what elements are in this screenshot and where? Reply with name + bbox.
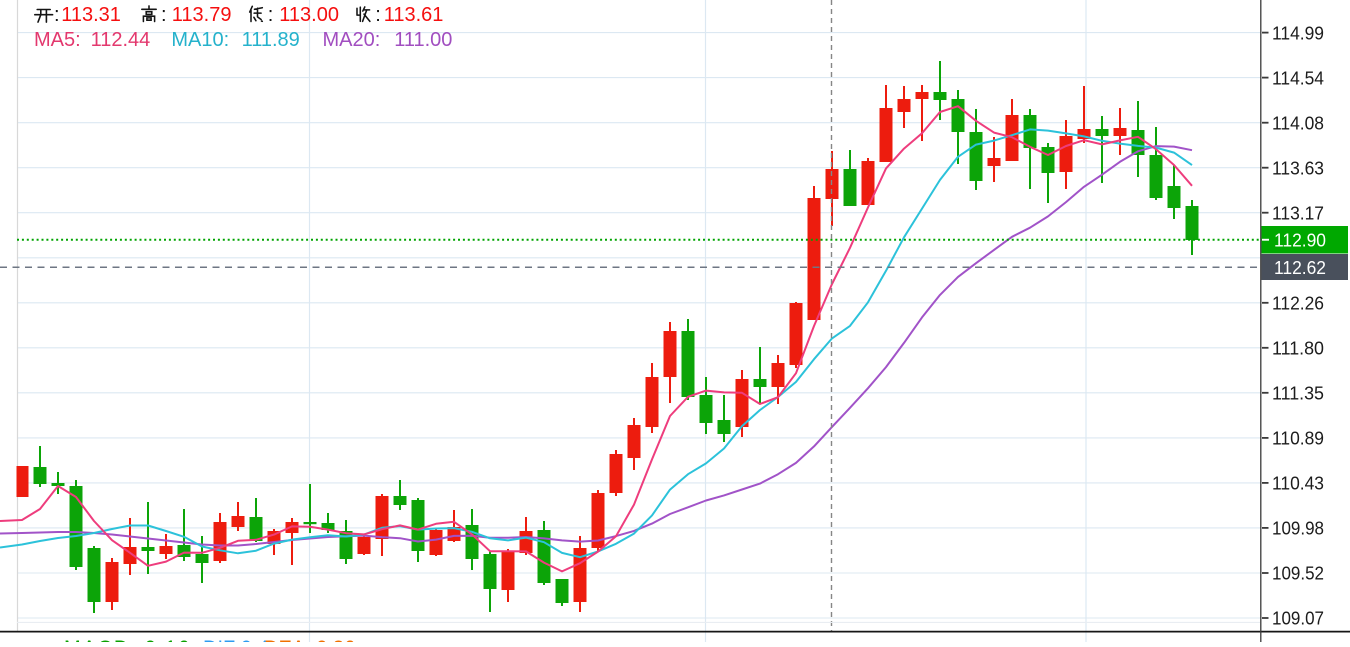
svg-text:111.35: 111.35 <box>1272 383 1324 404</box>
svg-text:112.26: 112.26 <box>1272 293 1324 314</box>
svg-text:109.98: 109.98 <box>1272 518 1324 539</box>
svg-text:114.54: 114.54 <box>1272 67 1324 88</box>
svg-text:DEA: 0.36: DEA: 0.36 <box>264 637 355 642</box>
svg-text:113.63: 113.63 <box>1272 157 1324 178</box>
svg-text:112.44: 112.44 <box>91 29 151 51</box>
svg-text:110.89: 110.89 <box>1272 428 1324 449</box>
svg-text:113.61: 113.61 <box>384 4 444 26</box>
svg-text:113.79: 113.79 <box>172 4 232 26</box>
svg-text::: : <box>161 4 167 26</box>
svg-text:113.00: 113.00 <box>279 4 339 26</box>
svg-text:MA5:: MA5: <box>34 29 81 51</box>
svg-text:111.80: 111.80 <box>1272 338 1324 359</box>
svg-text:114.08: 114.08 <box>1272 112 1324 133</box>
svg-text:MA20:: MA20: <box>323 29 381 51</box>
svg-text:110.43: 110.43 <box>1272 473 1324 494</box>
svg-text::: : <box>375 4 381 26</box>
svg-text:112.90: 112.90 <box>1274 230 1326 251</box>
svg-text:111.00: 111.00 <box>394 29 452 51</box>
svg-text::: : <box>268 4 274 26</box>
svg-text:111.89: 111.89 <box>242 29 300 51</box>
svg-text:MACD: 0.16: MACD: 0.16 <box>64 637 191 642</box>
svg-text:114.99: 114.99 <box>1272 22 1324 43</box>
svg-text:113.17: 113.17 <box>1272 202 1324 223</box>
svg-text:113.31: 113.31 <box>61 4 121 26</box>
svg-text:109.52: 109.52 <box>1272 563 1324 584</box>
svg-text:DIF:0.4: DIF:0.4 <box>203 637 269 642</box>
svg-text:MA10:: MA10: <box>171 29 229 51</box>
svg-text:112.62: 112.62 <box>1274 257 1326 278</box>
svg-text::: : <box>54 4 60 26</box>
svg-text:109.07: 109.07 <box>1272 608 1324 629</box>
